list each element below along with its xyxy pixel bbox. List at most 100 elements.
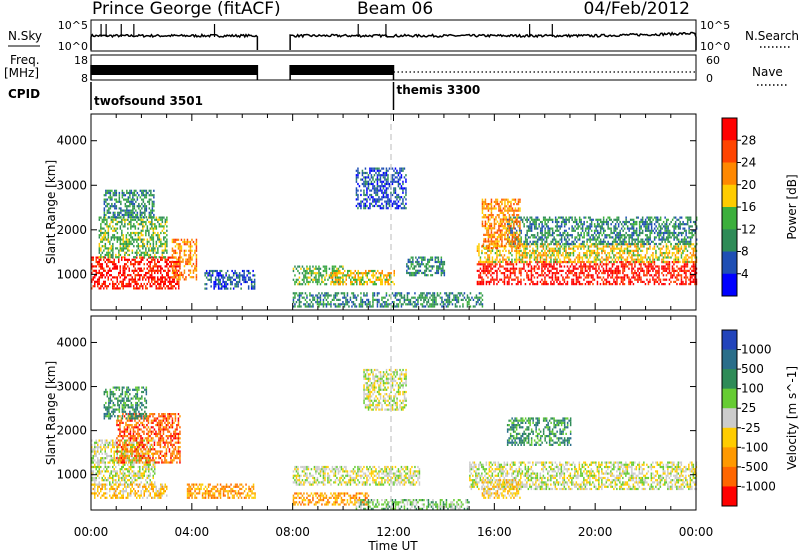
heatmap-cell xyxy=(563,258,566,261)
heatmap-cell xyxy=(137,236,140,239)
heatmap-cell xyxy=(647,280,650,283)
heatmap-cell xyxy=(154,265,156,268)
heatmap-cell xyxy=(225,285,227,288)
heatmap-cell xyxy=(357,196,359,199)
heatmap-cell xyxy=(535,227,537,230)
heatmap-cell xyxy=(487,276,489,279)
heatmap-cell xyxy=(665,243,668,246)
heatmap-cell xyxy=(598,242,600,246)
heatmap-cell xyxy=(490,280,492,283)
heatmap-cell xyxy=(418,271,420,275)
heatmap-cell xyxy=(617,218,620,221)
heatmap-cell xyxy=(146,263,148,266)
heatmap-cell xyxy=(331,298,334,301)
heatmap-cell xyxy=(228,274,230,277)
heatmap-cell xyxy=(130,223,132,226)
heatmap-cell xyxy=(694,278,696,281)
heatmap-cell xyxy=(145,205,148,208)
heatmap-cell xyxy=(596,220,599,224)
heatmap-cell xyxy=(509,216,512,219)
heatmap-cell xyxy=(104,256,106,259)
heatmap-cell xyxy=(568,242,570,246)
heatmap-cell xyxy=(325,267,328,270)
heatmap-cell xyxy=(601,272,603,275)
heatmap-cell xyxy=(556,218,558,221)
heatmap-cell xyxy=(397,171,400,175)
heatmap-cell xyxy=(424,269,426,272)
heatmap-cell xyxy=(680,269,683,272)
heatmap-cell xyxy=(94,282,96,286)
heatmap-cell xyxy=(107,227,110,230)
heatmap-cell xyxy=(100,258,102,261)
heatmap-cell xyxy=(572,247,575,250)
heatmap-cell xyxy=(620,242,623,246)
heatmap-cell xyxy=(635,254,638,257)
heatmap-cell xyxy=(551,283,554,286)
heatmap-cell xyxy=(103,207,106,210)
heatmap-cell xyxy=(121,194,124,197)
heatmap-cell xyxy=(318,280,320,284)
heatmap-cell xyxy=(214,278,217,281)
heatmap-cell xyxy=(583,245,585,248)
heatmap-cell xyxy=(360,301,362,304)
heatmap-cell xyxy=(524,238,527,241)
heatmap-cell xyxy=(334,294,337,297)
heatmap-cell xyxy=(536,272,539,275)
heatmap-cell xyxy=(544,223,546,226)
heatmap-cell xyxy=(232,278,235,281)
heatmap-cell xyxy=(107,247,110,250)
heatmap-cell xyxy=(360,204,362,208)
heatmap-cell xyxy=(108,191,110,195)
heatmap-cell xyxy=(524,218,527,221)
heatmap-cell xyxy=(562,261,564,264)
heatmap-cell xyxy=(185,249,187,252)
heatmap-cell xyxy=(382,174,385,177)
heatmap-cell xyxy=(399,178,401,181)
heatmap-cell xyxy=(176,271,178,275)
heatmap-cell xyxy=(204,272,206,275)
heatmap-cell xyxy=(554,242,557,246)
heatmap-cell xyxy=(95,260,97,264)
heatmap-cell xyxy=(592,236,594,239)
heatmap-cell xyxy=(593,229,596,232)
heatmap-cell xyxy=(166,285,168,288)
heatmap-cell xyxy=(607,223,609,226)
heatmap-cell xyxy=(494,265,497,268)
heatmap-cell xyxy=(409,271,411,275)
heatmap-cell xyxy=(493,278,495,281)
heatmap-cell xyxy=(607,227,609,230)
heatmap-cell xyxy=(503,274,506,277)
heatmap-cell xyxy=(548,263,551,266)
heatmap-cell xyxy=(662,269,665,272)
heatmap-cell xyxy=(186,258,189,261)
heatmap-cell xyxy=(541,254,543,257)
heatmap-cell xyxy=(511,247,513,250)
heatmap-cell xyxy=(641,260,644,263)
heatmap-cell xyxy=(384,196,386,199)
heatmap-cell xyxy=(91,256,93,259)
heatmap-cell xyxy=(688,256,690,259)
heatmap-cell xyxy=(620,258,623,261)
heatmap-cell xyxy=(619,269,621,272)
heatmap-cell xyxy=(553,260,555,263)
heatmap-cell xyxy=(98,251,101,254)
heatmap-cell xyxy=(380,274,382,277)
heatmap-cell xyxy=(515,260,518,263)
nave-tick-bottom: 0 xyxy=(706,72,713,85)
heatmap-cell xyxy=(586,254,588,257)
heatmap-cell xyxy=(443,269,446,272)
heatmap-cell xyxy=(178,260,180,264)
heatmap-cell xyxy=(115,282,117,286)
heatmap-cell xyxy=(535,249,537,252)
heatmap-cell xyxy=(551,229,554,232)
heatmap-cell xyxy=(391,305,394,308)
heatmap-cell xyxy=(378,198,380,201)
heatmap-cell xyxy=(521,254,524,257)
heatmap-cell xyxy=(387,202,389,205)
heatmap-cell xyxy=(400,196,403,199)
heatmap-cell xyxy=(650,267,653,270)
heatmap-cell xyxy=(685,276,687,279)
heatmap-cell xyxy=(342,272,344,275)
heatmap-cell xyxy=(583,223,585,226)
heatmap-cell xyxy=(478,243,480,246)
